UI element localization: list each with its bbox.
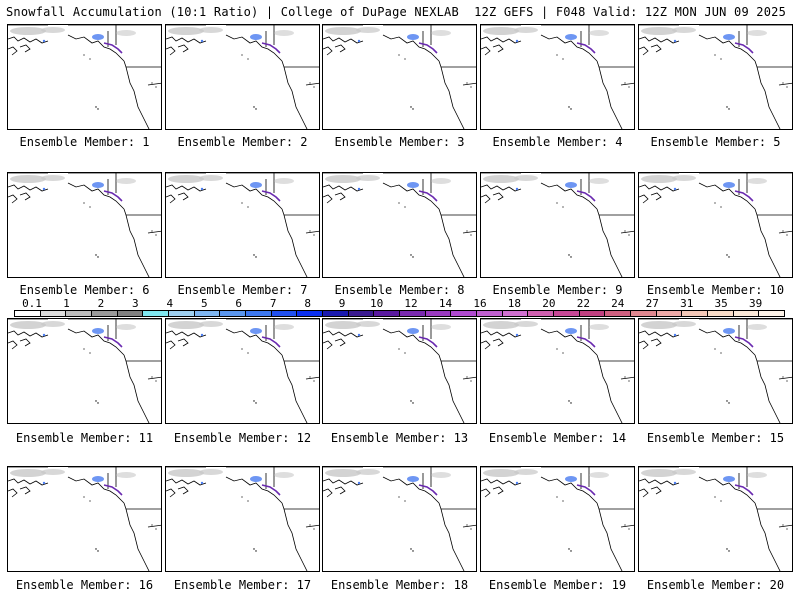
ensemble-member-map (322, 466, 477, 572)
color-scale-tick-label: 3 (132, 297, 139, 310)
color-scale-swatch (270, 310, 298, 317)
snowfall-color-scale: 0.1 1 2 3 4 5 6 7 8 9 10 12 14 16 18 20 22 24 27 31 35 39 (14, 297, 785, 321)
color-scale-tick-label: 9 (338, 297, 346, 310)
ensemble-member-map (165, 24, 320, 130)
ensemble-member-map (165, 318, 320, 424)
color-scale-tick-label: 5 (200, 297, 208, 310)
color-scale-tick-label: 39 (748, 297, 763, 310)
color-scale-swatch (91, 310, 118, 317)
color-scale-swatch (758, 310, 785, 317)
color-scale-tick-label: 20 (542, 297, 556, 310)
color-scale-swatch (65, 310, 92, 317)
ensemble-member-label: Ensemble Member: 4 (492, 135, 623, 149)
color-scale-swatch (296, 310, 323, 317)
ensemble-member-label: Ensemble Member: 7 (177, 283, 308, 297)
color-scale-swatch (553, 310, 580, 317)
ensemble-member-label: Ensemble Member: 19 (488, 578, 627, 592)
color-scale-swatch (732, 310, 760, 317)
ensemble-member-map (322, 24, 477, 130)
color-scale-swatch (681, 310, 708, 317)
color-scale-swatch (578, 310, 606, 317)
color-scale-swatch (347, 310, 375, 317)
color-scale-tick-label: 1 (63, 297, 70, 310)
color-scale-swatch (630, 310, 657, 317)
color-scale-swatch (501, 310, 529, 317)
color-scale-swatch (527, 310, 554, 317)
color-scale-swatch (707, 310, 734, 317)
color-scale-tick-label: 22 (576, 297, 590, 310)
ensemble-member-map (322, 172, 477, 278)
ensemble-member-map (638, 466, 793, 572)
color-scale-swatch (655, 310, 683, 317)
color-scale-tick-label: 31 (680, 297, 694, 310)
color-scale-swatch (476, 310, 503, 317)
ensemble-member-label: Ensemble Member: 20 (646, 578, 785, 592)
ensemble-member-label: Ensemble Member: 15 (646, 431, 785, 445)
ensemble-member-label: Ensemble Member: 14 (488, 431, 627, 445)
color-scale-swatch (14, 310, 41, 317)
color-scale-swatch (39, 310, 67, 317)
color-scale-swatch (142, 310, 169, 317)
chart-title: Snowfall Accumulation (10:1 Ratio) | Col… (6, 5, 459, 19)
color-scale-tick-label: 7 (269, 297, 277, 310)
color-scale-swatch (322, 310, 349, 317)
ensemble-member-map (7, 318, 162, 424)
color-scale-swatch (245, 310, 272, 317)
color-scale-tick-label: 24 (611, 297, 625, 310)
ensemble-member-map (165, 466, 320, 572)
ensemble-member-label: Ensemble Member: 17 (173, 578, 312, 592)
ensemble-member-label: Ensemble Member: 13 (330, 431, 469, 445)
color-scale-tick-label: 35 (714, 297, 728, 310)
color-scale-tick-label: 10 (369, 297, 384, 310)
ensemble-member-label: Ensemble Member: 6 (19, 283, 150, 297)
ensemble-member-label: Ensemble Member: 9 (492, 283, 623, 297)
color-scale-tick-label: 2 (97, 297, 105, 310)
color-scale-tick-label: 12 (404, 297, 418, 310)
ensemble-member-label: Ensemble Member: 11 (15, 431, 154, 445)
ensemble-member-map (480, 318, 635, 424)
ensemble-member-label: Ensemble Member: 3 (334, 135, 465, 149)
color-scale-swatch (450, 310, 477, 317)
ensemble-member-map (165, 172, 320, 278)
ensemble-member-label: Ensemble Member: 12 (173, 431, 312, 445)
color-scale-tick-label: 8 (304, 297, 311, 310)
color-scale-tick-label: 14 (438, 297, 453, 310)
color-scale-tick-label: 27 (645, 297, 659, 310)
color-scale-tick-label: 16 (473, 297, 487, 310)
ensemble-member-label: Ensemble Member: 2 (177, 135, 308, 149)
ensemble-member-label: Ensemble Member: 10 (646, 283, 785, 297)
color-scale-tick-label: 6 (235, 297, 243, 310)
color-scale-swatch (399, 310, 426, 317)
color-scale-swatch (116, 310, 144, 317)
ensemble-member-label: Ensemble Member: 5 (650, 135, 781, 149)
ensemble-member-label: Ensemble Member: 18 (330, 578, 469, 592)
ensemble-member-map (480, 24, 635, 130)
color-scale-swatch (219, 310, 246, 317)
color-scale-swatch (168, 310, 195, 317)
color-scale-swatch (604, 310, 631, 317)
color-scale-tick-label: 0.1 (22, 297, 42, 310)
ensemble-member-map (638, 172, 793, 278)
ensemble-member-label: Ensemble Member: 1 (19, 135, 150, 149)
color-scale-swatch (424, 310, 452, 317)
ensemble-member-map (480, 172, 635, 278)
valid-time-label: 12Z GEFS | F048 Valid: 12Z MON JUN 09 20… (474, 5, 786, 19)
ensemble-member-label: Ensemble Member: 8 (334, 283, 465, 297)
ensemble-member-map (638, 318, 793, 424)
ensemble-member-label: Ensemble Member: 16 (15, 578, 154, 592)
color-scale-tick-label: 4 (166, 297, 174, 310)
ensemble-member-map (322, 318, 477, 424)
ensemble-member-map (7, 24, 162, 130)
ensemble-member-map (638, 24, 793, 130)
ensemble-member-map (7, 172, 162, 278)
color-scale-swatch (373, 310, 400, 317)
color-scale-swatch (193, 310, 221, 317)
ensemble-member-map (480, 466, 635, 572)
color-scale-tick-label: 18 (507, 297, 522, 310)
ensemble-member-map (7, 466, 162, 572)
